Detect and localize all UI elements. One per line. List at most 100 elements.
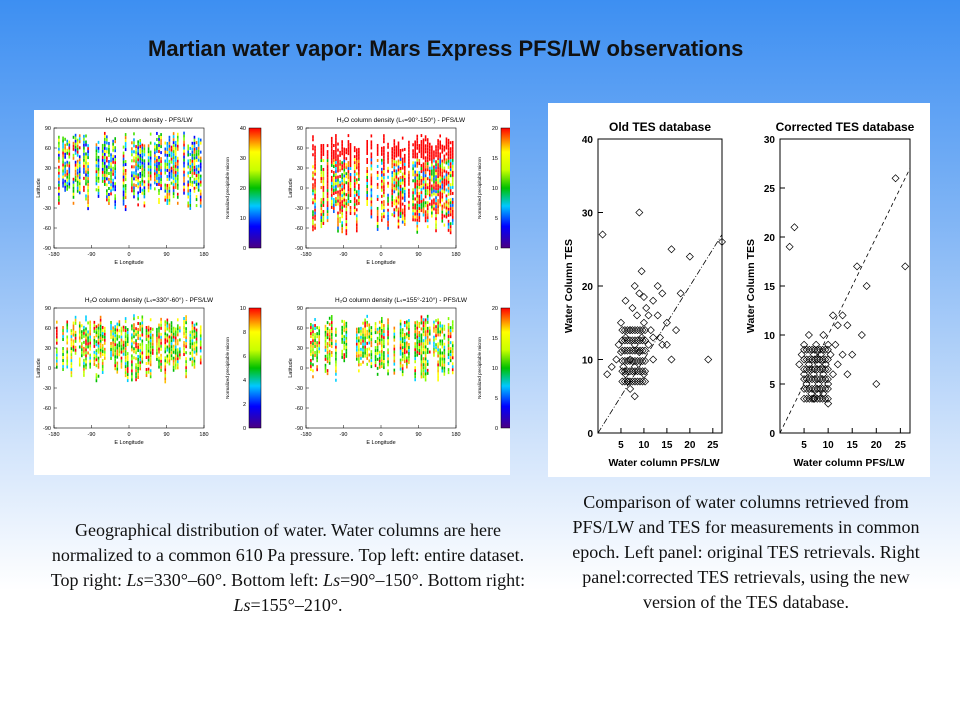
map-data-cell (358, 348, 360, 352)
map-data-cell (310, 328, 312, 332)
tes-comparison-figure: Old TES database 0 10 20 30 40 5 10 15 20 25 Water … (548, 103, 930, 477)
map-data-cell (143, 195, 146, 199)
map-data-cell (416, 221, 419, 225)
map-data-cell (381, 343, 383, 347)
map-data-cell (141, 158, 144, 162)
map-data-cell (449, 162, 452, 166)
map-data-cell (193, 153, 196, 157)
map-data-cell (139, 361, 142, 365)
colorbar (500, 307, 514, 429)
map-data-cell (139, 180, 142, 184)
map-data-cell (433, 323, 435, 327)
map-data-cell (347, 185, 350, 189)
colorbar-tick-label: 5 (495, 396, 498, 402)
map-data-cell (364, 339, 366, 343)
data-point (901, 262, 910, 271)
map-data-cell (437, 211, 439, 215)
map-data-cell (433, 165, 435, 169)
map-data-cell (358, 363, 360, 367)
map-data-cell (189, 161, 192, 165)
map-data-cell (426, 192, 429, 196)
map-data-cell (106, 177, 108, 181)
map-data-cell (330, 339, 333, 343)
map-data-cell (345, 151, 348, 155)
map-data-cell (320, 180, 323, 184)
map-data-cell (445, 170, 448, 174)
map-data-cell (160, 169, 162, 173)
map-data-cell (451, 347, 454, 351)
map-data-cell (118, 341, 121, 345)
map-data-cell (89, 329, 91, 333)
map-data-cell (451, 173, 454, 177)
map-data-cell (403, 147, 406, 151)
map-data-cell (370, 146, 373, 150)
map-data-cell (433, 171, 435, 175)
map-data-cell (426, 341, 429, 345)
map-data-cell (93, 338, 96, 342)
map-data-cell (122, 196, 125, 200)
map-data-cell (370, 332, 373, 336)
map-data-cell (393, 178, 396, 182)
map-data-cell (422, 375, 425, 379)
map-data-cell (349, 160, 352, 164)
map-data-cell (145, 329, 148, 333)
map-data-cell (124, 142, 127, 146)
map-data-cell (383, 182, 385, 186)
map-data-cell (78, 161, 81, 165)
map-data-cell (443, 351, 446, 355)
map-data-cell (85, 360, 87, 364)
map-data-cell (197, 170, 200, 174)
map-data-cell (72, 186, 75, 190)
map-data-cell (401, 352, 404, 356)
map-data-cell (335, 161, 337, 165)
data-point-cluster (641, 377, 650, 386)
map-data-cell (378, 335, 381, 339)
data-point-cluster (628, 336, 637, 345)
map-data-cell (154, 178, 156, 182)
map-data-cell (341, 179, 343, 183)
map-data-cell (83, 367, 85, 371)
map-data-cell (358, 162, 360, 166)
map-data-cell (412, 212, 414, 216)
map-data-cell (368, 338, 371, 342)
map-data-cell (368, 326, 371, 330)
map-data-cell (431, 211, 433, 215)
map-data-cell (381, 149, 383, 153)
data-point (644, 311, 653, 320)
map-data-cell (437, 342, 439, 346)
map-data-cell (399, 149, 402, 153)
map-data-cell (447, 150, 450, 154)
map-data-cell (97, 164, 100, 168)
map-data-cell (137, 167, 139, 171)
map-data-cell (72, 201, 75, 205)
map-data-cell (112, 341, 114, 345)
map-data-cell (312, 324, 314, 328)
map-data-cell (370, 326, 373, 330)
map-data-cell (151, 345, 154, 349)
map-data-cell (326, 156, 329, 160)
map-data-cell (370, 176, 373, 180)
map-data-cell (383, 339, 385, 343)
map-data-cell (126, 337, 129, 341)
map-data-cell (133, 350, 135, 354)
data-point-cluster (810, 375, 819, 384)
map-data-cell (78, 321, 81, 325)
map-data-cell (433, 186, 435, 190)
map-data-cell (383, 173, 385, 177)
map-data-cell (158, 176, 160, 180)
map-data-cell (191, 348, 194, 352)
map-data-cell (408, 325, 410, 329)
map-data-cell (355, 199, 358, 203)
map-data-cell (124, 184, 127, 188)
map-data-cell (408, 352, 410, 356)
lat-tick-label: 30 (297, 166, 303, 172)
data-point-cluster (633, 326, 642, 335)
map-data-cell (439, 134, 441, 138)
map-data-cell (124, 368, 127, 372)
colorbar-tick-label: 0 (495, 246, 498, 252)
map-data-cell (433, 201, 435, 205)
map-data-cell (185, 366, 187, 370)
map-data-cell (147, 325, 150, 329)
data-point-cluster (802, 355, 811, 364)
map-data-cell (374, 328, 377, 332)
